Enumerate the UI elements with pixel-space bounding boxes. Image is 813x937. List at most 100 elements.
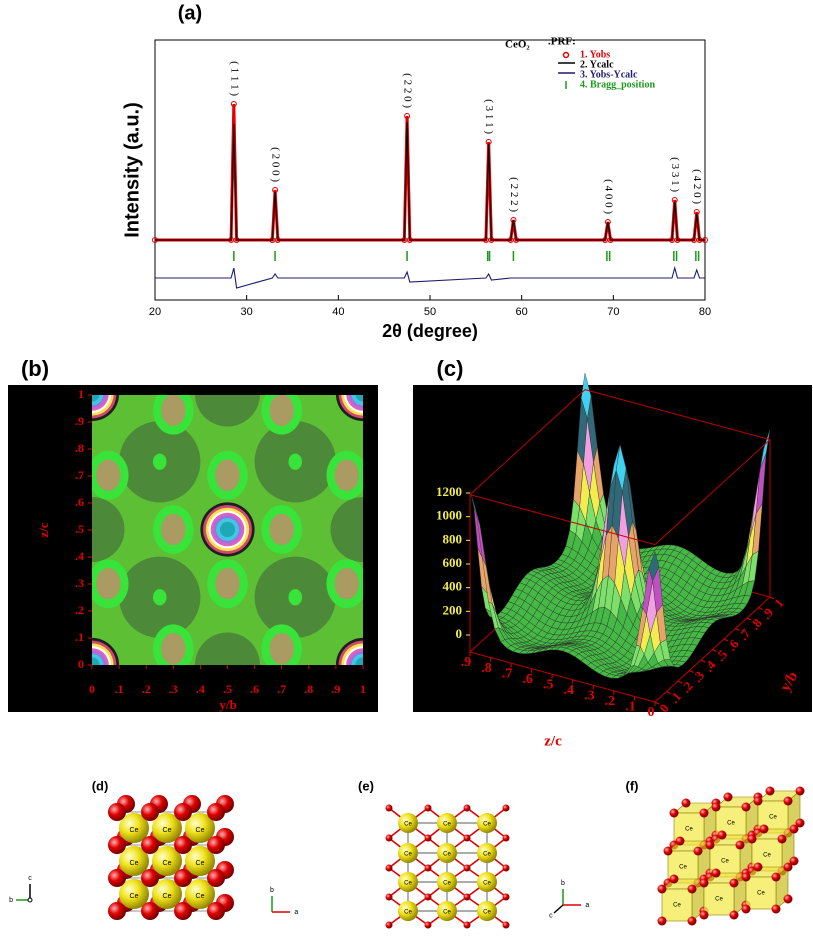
atom-label: Ce [673, 903, 681, 909]
cerium-atom [119, 813, 149, 843]
oxygen-atom [424, 864, 432, 872]
peak-label: ( 2 2 0 ) [402, 73, 414, 108]
atom-label: Ce [769, 815, 777, 821]
atom-label: Ce [763, 853, 771, 859]
atom-label: Ce [721, 859, 729, 865]
y-tick-label: .2 [75, 603, 84, 617]
oxygen-atom [711, 802, 721, 812]
cerium-atom [119, 846, 149, 876]
x-axis-title: y/b [219, 697, 236, 712]
box-edge [469, 494, 656, 546]
polyhedron-front [703, 882, 735, 916]
oxygen-atom [711, 868, 721, 878]
oxygen-atom [771, 904, 781, 914]
atom-label: Ce [404, 881, 412, 887]
oxygen-atom [729, 910, 739, 920]
oxygen-atom [693, 846, 703, 856]
axis-arrow [553, 904, 564, 914]
observed-line [155, 103, 705, 242]
x-tick-label: 50 [424, 306, 436, 318]
x-tick-label: .1 [115, 682, 124, 696]
axis-letter: c [28, 875, 32, 882]
z-tick-label: 1200 [436, 484, 462, 499]
atom-label: Ce [130, 893, 139, 900]
cerium-atom [185, 813, 215, 843]
contour-region [92, 657, 100, 665]
axis-letter: b [561, 880, 565, 887]
cerium-atom [152, 879, 182, 909]
x-tick-label: .3 [169, 682, 178, 696]
axis-letter: a [294, 909, 298, 916]
x-tick-label: .2 [605, 694, 616, 709]
x-tick-label: 70 [607, 306, 619, 318]
oxygen-atom [795, 818, 805, 828]
x-tick-label: 60 [516, 306, 528, 318]
y-tick [735, 628, 740, 631]
x-tick-label: .3 [584, 689, 595, 704]
oxygen-atom [463, 864, 471, 872]
z-tick-label: 0 [456, 626, 463, 641]
contour-region [215, 459, 240, 492]
panel-label: (c) [437, 356, 464, 381]
oxygen-atom [687, 916, 697, 926]
oxygen-atom [385, 893, 393, 901]
contour-region [330, 496, 363, 563]
contour-region [96, 459, 121, 492]
atom-label: Ce [443, 852, 451, 858]
oxygen-atom [777, 834, 787, 844]
cerium-atom [437, 813, 457, 833]
polyhedron-front [661, 888, 693, 922]
atom-label: Ce [163, 827, 172, 834]
y-tick [723, 638, 729, 642]
box-edge [654, 439, 771, 545]
contour-region [288, 453, 303, 470]
y-tick [689, 670, 694, 673]
atom-label: Ce [483, 822, 491, 828]
oxygen-atom [717, 830, 727, 840]
y-tick-label: .6 [75, 495, 84, 509]
axis-letter: c [549, 913, 553, 920]
cerium-atom [477, 872, 497, 892]
cerium-atom [477, 813, 497, 833]
x-tick-label: .4 [564, 683, 575, 698]
atom-label: Ce [679, 865, 687, 871]
x-tick-label: 40 [332, 306, 344, 318]
axis-letter: a [585, 902, 589, 909]
cerium-atom [185, 879, 215, 909]
oxygen-atom [687, 884, 697, 894]
cerium-atom [119, 879, 149, 909]
oxygen-atom [174, 803, 192, 821]
y-tick-label: .8 [75, 441, 84, 455]
y-tick [712, 649, 717, 652]
axis-letter: b [270, 887, 274, 894]
oxygen-atom [741, 872, 751, 882]
axis-letter: b [9, 897, 13, 904]
legend-label: 3. Yobs-Ycalc [580, 69, 638, 80]
cerium-atom [185, 846, 215, 876]
legend-title: .PRF: [548, 36, 576, 48]
atom-label: Ce [757, 891, 765, 897]
atom-label: Ce [727, 821, 735, 827]
oxygen-atom [783, 862, 793, 872]
oxygen-atom [789, 824, 799, 834]
y-tick-label: .7 [75, 468, 84, 482]
series-line [155, 121, 705, 241]
x-tick-label: .4 [196, 682, 205, 696]
axis-origin [27, 897, 33, 903]
polyhedron-front [745, 876, 777, 910]
oxygen-atom [795, 786, 805, 796]
atom-label: Ce [483, 910, 491, 916]
contour-region [288, 589, 303, 606]
x-axis-title: z/c [544, 733, 562, 749]
oxygen-atom [675, 836, 685, 846]
cerium-atom [437, 872, 457, 892]
atom-label: Ce [404, 910, 412, 916]
atom-label: Ce [196, 860, 205, 867]
atom-label: Ce [443, 910, 451, 916]
contour-region [219, 521, 236, 538]
x-tick-label: .8 [304, 682, 313, 696]
z-tick-label: 1000 [436, 508, 462, 523]
atom-label: Ce [130, 827, 139, 834]
contour-region [92, 496, 125, 563]
